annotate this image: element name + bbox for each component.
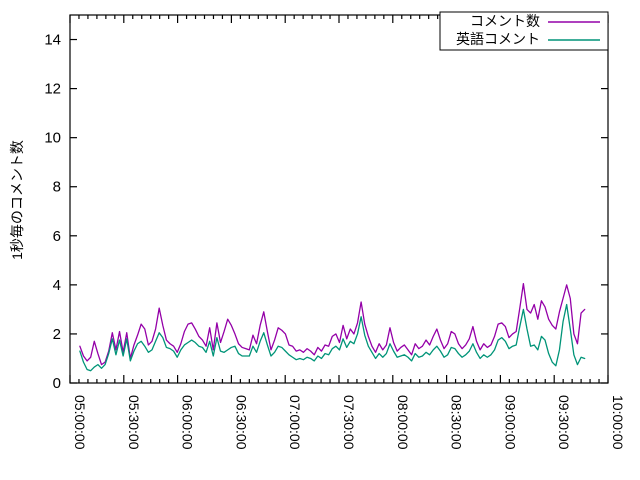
x-tick-label: 07:00:00 <box>287 395 303 450</box>
y-tick-label: 0 <box>53 375 61 392</box>
x-tick-label: 10:00:00 <box>610 395 626 450</box>
legend-box <box>439 11 609 51</box>
x-tick-label: 06:00:00 <box>180 395 196 450</box>
y-axis-tick-labels: 0 2 4 6 8 10 12 14 <box>44 32 61 392</box>
y-tick-label: 14 <box>44 32 61 49</box>
y-tick-label: 10 <box>44 130 61 147</box>
x-axis-tick-labels: 05:00:00 05:30:00 06:00:00 06:30:00 07:00:00… <box>72 395 626 450</box>
y-tick-label: 12 <box>44 81 61 98</box>
x-tick-label: 09:00:00 <box>502 395 518 450</box>
y-tick-label: 4 <box>53 277 61 294</box>
x-tick-label: 08:30:00 <box>449 395 465 450</box>
y-axis-title: 1秒毎のコメント数 <box>9 140 25 260</box>
y-tick-label: 8 <box>53 179 61 196</box>
chart-legend: コメント数 英語コメント <box>439 11 609 51</box>
legend-label-english-comments: 英語コメント <box>456 31 540 47</box>
series-line-english-comments <box>79 303 586 372</box>
x-tick-label: 07:30:00 <box>341 395 357 450</box>
x-tick-label: 08:00:00 <box>395 395 411 450</box>
legend-label-comments: コメント数 <box>470 13 540 29</box>
x-tick-label: 05:00:00 <box>72 395 88 450</box>
x-tick-label: 05:30:00 <box>126 395 142 450</box>
series-line-comments <box>79 282 586 366</box>
y-tick-label: 2 <box>53 326 61 343</box>
x-tick-label: 09:30:00 <box>556 395 572 450</box>
data-series-group <box>79 282 586 372</box>
x-tick-label: 06:30:00 <box>233 395 249 450</box>
y-tick-label: 6 <box>53 228 61 245</box>
